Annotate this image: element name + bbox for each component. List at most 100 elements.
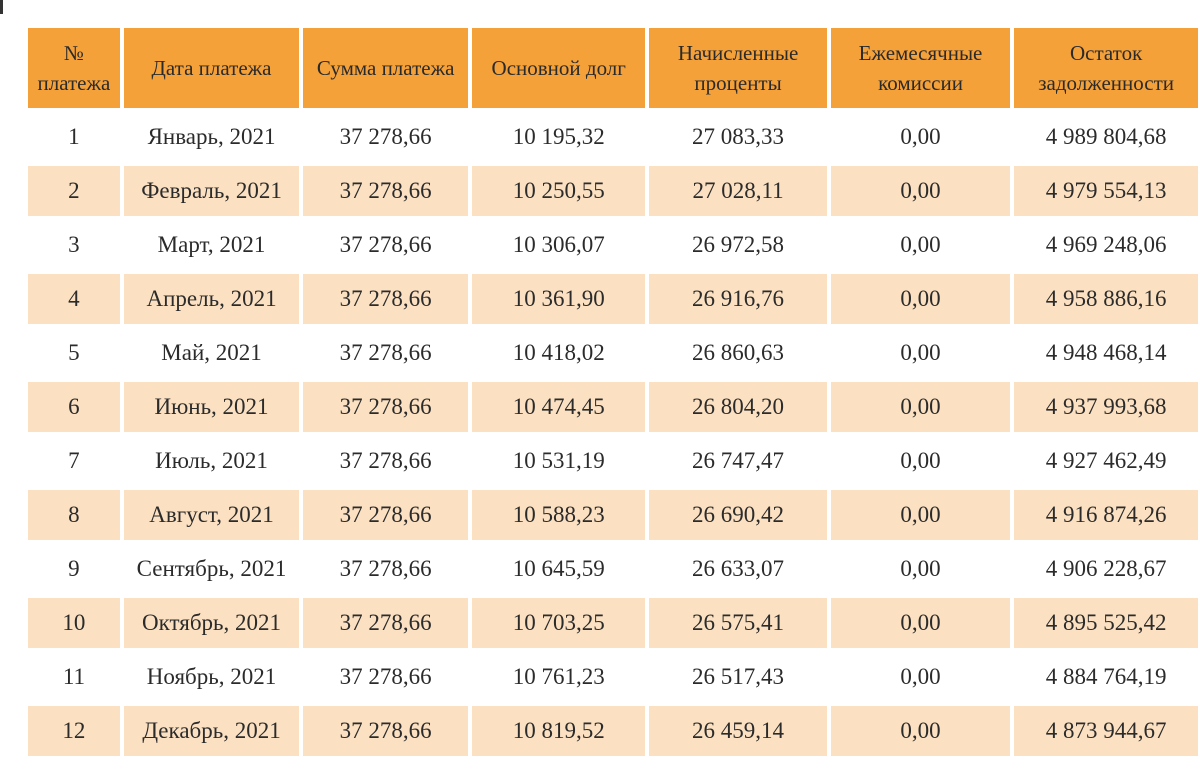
cell-payment-number: 4 xyxy=(28,274,120,324)
cell-accrued-interest: 27 028,11 xyxy=(649,166,827,216)
cell-remaining-balance: 4 958 886,16 xyxy=(1014,274,1198,324)
cell-principal: 10 819,52 xyxy=(472,706,646,756)
cell-payment-date: Май, 2021 xyxy=(123,328,300,378)
cell-payment-amount: 37 278,66 xyxy=(303,220,469,270)
cell-payment-amount: 37 278,66 xyxy=(303,544,469,594)
cell-accrued-interest: 26 972,58 xyxy=(649,220,827,270)
cell-payment-number: 12 xyxy=(28,706,120,756)
cell-remaining-balance: 4 884 764,19 xyxy=(1014,652,1198,702)
cell-payment-amount: 37 278,66 xyxy=(303,598,469,648)
table-row: 10 Октябрь, 2021 37 278,66 10 703,25 26 575,… xyxy=(28,598,1198,648)
cell-monthly-fees: 0,00 xyxy=(830,382,1011,432)
cell-remaining-balance: 4 873 944,67 xyxy=(1014,706,1198,756)
cell-payment-amount: 37 278,66 xyxy=(303,436,469,486)
cell-principal: 10 531,19 xyxy=(472,436,646,486)
cell-accrued-interest: 26 517,43 xyxy=(649,652,827,702)
cell-remaining-balance: 4 916 874,26 xyxy=(1014,490,1198,540)
cell-payment-number: 1 xyxy=(28,112,120,162)
table-row: 6 Июнь, 2021 37 278,66 10 474,45 26 804,20 0,… xyxy=(28,382,1198,432)
cell-monthly-fees: 0,00 xyxy=(830,112,1011,162)
cell-remaining-balance: 4 979 554,13 xyxy=(1014,166,1198,216)
header-payment-date: Дата платежа xyxy=(123,28,300,108)
header-remaining-balance: Остаток задолженности xyxy=(1014,28,1198,108)
table-row: 5 Май, 2021 37 278,66 10 418,02 26 860,63 0,0… xyxy=(28,328,1198,378)
cell-monthly-fees: 0,00 xyxy=(830,220,1011,270)
header-payment-number: № платежа xyxy=(28,28,120,108)
cell-monthly-fees: 0,00 xyxy=(830,274,1011,324)
table-row: 3 Март, 2021 37 278,66 10 306,07 26 972,58 0,… xyxy=(28,220,1198,270)
cell-payment-date: Июль, 2021 xyxy=(123,436,300,486)
cell-accrued-interest: 26 633,07 xyxy=(649,544,827,594)
cell-accrued-interest: 26 916,76 xyxy=(649,274,827,324)
cell-payment-date: Ноябрь, 2021 xyxy=(123,652,300,702)
cell-payment-amount: 37 278,66 xyxy=(303,382,469,432)
cell-principal: 10 703,25 xyxy=(472,598,646,648)
table-row: 2 Февраль, 2021 37 278,66 10 250,55 27 028,1… xyxy=(28,166,1198,216)
cell-remaining-balance: 4 989 804,68 xyxy=(1014,112,1198,162)
cell-remaining-balance: 4 895 525,42 xyxy=(1014,598,1198,648)
cell-accrued-interest: 26 690,42 xyxy=(649,490,827,540)
cell-payment-number: 6 xyxy=(28,382,120,432)
cell-monthly-fees: 0,00 xyxy=(830,490,1011,540)
cell-monthly-fees: 0,00 xyxy=(830,706,1011,756)
cell-payment-number: 11 xyxy=(28,652,120,702)
header-monthly-fees: Ежемесячные комиссии xyxy=(830,28,1011,108)
table-header: № платежа Дата платежа Сумма платежа Осн… xyxy=(28,28,1198,108)
table-body: 1 Январь, 2021 37 278,66 10 195,32 27 083,33… xyxy=(28,112,1198,756)
payment-schedule-table: № платежа Дата платежа Сумма платежа Осн… xyxy=(24,24,1200,760)
cell-monthly-fees: 0,00 xyxy=(830,598,1011,648)
cell-payment-number: 8 xyxy=(28,490,120,540)
cell-payment-number: 9 xyxy=(28,544,120,594)
cell-payment-date: Июнь, 2021 xyxy=(123,382,300,432)
cell-payment-amount: 37 278,66 xyxy=(303,166,469,216)
table-row: 1 Январь, 2021 37 278,66 10 195,32 27 083,33… xyxy=(28,112,1198,162)
cell-remaining-balance: 4 906 228,67 xyxy=(1014,544,1198,594)
cell-accrued-interest: 26 459,14 xyxy=(649,706,827,756)
cell-monthly-fees: 0,00 xyxy=(830,436,1011,486)
corner-mark xyxy=(0,0,3,14)
cell-payment-number: 3 xyxy=(28,220,120,270)
cell-payment-amount: 37 278,66 xyxy=(303,112,469,162)
cell-payment-date: Сентябрь, 2021 xyxy=(123,544,300,594)
table-row: 9 Сентябрь, 2021 37 278,66 10 645,59 26 633,… xyxy=(28,544,1198,594)
cell-principal: 10 361,90 xyxy=(472,274,646,324)
cell-principal: 10 474,45 xyxy=(472,382,646,432)
table-row: 7 Июль, 2021 37 278,66 10 531,19 26 747,47 0,… xyxy=(28,436,1198,486)
cell-payment-amount: 37 278,66 xyxy=(303,328,469,378)
cell-payment-date: Август, 2021 xyxy=(123,490,300,540)
cell-monthly-fees: 0,00 xyxy=(830,166,1011,216)
cell-principal: 10 588,23 xyxy=(472,490,646,540)
header-accrued-interest: Начисленные проценты xyxy=(649,28,827,108)
cell-payment-date: Апрель, 2021 xyxy=(123,274,300,324)
cell-accrued-interest: 26 747,47 xyxy=(649,436,827,486)
cell-accrued-interest: 26 860,63 xyxy=(649,328,827,378)
cell-payment-amount: 37 278,66 xyxy=(303,490,469,540)
cell-principal: 10 418,02 xyxy=(472,328,646,378)
cell-payment-number: 2 xyxy=(28,166,120,216)
cell-monthly-fees: 0,00 xyxy=(830,328,1011,378)
cell-payment-amount: 37 278,66 xyxy=(303,274,469,324)
cell-payment-number: 5 xyxy=(28,328,120,378)
cell-payment-number: 7 xyxy=(28,436,120,486)
cell-payment-date: Март, 2021 xyxy=(123,220,300,270)
header-principal: Основной долг xyxy=(472,28,646,108)
cell-payment-number: 10 xyxy=(28,598,120,648)
cell-principal: 10 195,32 xyxy=(472,112,646,162)
cell-accrued-interest: 26 575,41 xyxy=(649,598,827,648)
cell-principal: 10 250,55 xyxy=(472,166,646,216)
cell-remaining-balance: 4 969 248,06 xyxy=(1014,220,1198,270)
table-row: 8 Август, 2021 37 278,66 10 588,23 26 690,42… xyxy=(28,490,1198,540)
cell-payment-date: Январь, 2021 xyxy=(123,112,300,162)
cell-remaining-balance: 4 937 993,68 xyxy=(1014,382,1198,432)
cell-accrued-interest: 27 083,33 xyxy=(649,112,827,162)
cell-accrued-interest: 26 804,20 xyxy=(649,382,827,432)
cell-payment-amount: 37 278,66 xyxy=(303,652,469,702)
cell-monthly-fees: 0,00 xyxy=(830,544,1011,594)
cell-payment-date: Февраль, 2021 xyxy=(123,166,300,216)
header-row: № платежа Дата платежа Сумма платежа Осн… xyxy=(28,28,1198,108)
cell-principal: 10 306,07 xyxy=(472,220,646,270)
cell-principal: 10 645,59 xyxy=(472,544,646,594)
header-payment-amount: Сумма платежа xyxy=(303,28,469,108)
cell-payment-amount: 37 278,66 xyxy=(303,706,469,756)
cell-payment-date: Декабрь, 2021 xyxy=(123,706,300,756)
